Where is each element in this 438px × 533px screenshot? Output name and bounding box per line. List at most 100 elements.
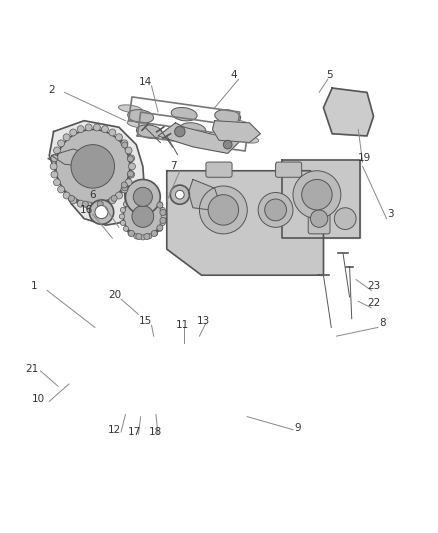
Ellipse shape: [226, 120, 250, 128]
Circle shape: [120, 207, 126, 213]
Circle shape: [151, 230, 157, 237]
Circle shape: [102, 126, 108, 133]
Circle shape: [109, 197, 116, 204]
Circle shape: [85, 202, 92, 209]
Circle shape: [123, 197, 162, 236]
Ellipse shape: [171, 108, 197, 121]
Circle shape: [97, 201, 103, 207]
Polygon shape: [188, 180, 219, 210]
Polygon shape: [49, 120, 145, 225]
Circle shape: [109, 129, 116, 136]
Text: 2: 2: [48, 85, 55, 95]
Circle shape: [102, 200, 108, 207]
Circle shape: [125, 179, 132, 186]
Circle shape: [124, 201, 128, 207]
Circle shape: [134, 194, 139, 199]
FancyBboxPatch shape: [206, 162, 232, 177]
Circle shape: [121, 186, 128, 193]
Circle shape: [93, 202, 100, 209]
Text: 12: 12: [108, 425, 121, 435]
Circle shape: [77, 126, 84, 133]
Polygon shape: [167, 171, 323, 275]
Circle shape: [258, 192, 293, 228]
Ellipse shape: [128, 110, 154, 123]
Circle shape: [223, 140, 232, 149]
Circle shape: [50, 163, 57, 170]
Circle shape: [68, 195, 74, 201]
Text: 5: 5: [327, 70, 333, 80]
Circle shape: [157, 225, 163, 231]
Circle shape: [127, 156, 134, 162]
Circle shape: [157, 201, 162, 207]
Circle shape: [161, 214, 166, 219]
Circle shape: [93, 124, 100, 131]
Ellipse shape: [127, 120, 151, 128]
Text: 23: 23: [367, 281, 380, 291]
Text: 15: 15: [138, 316, 152, 326]
Text: 11: 11: [175, 320, 189, 330]
Circle shape: [89, 200, 114, 224]
Text: 4: 4: [231, 70, 237, 80]
Text: 6: 6: [89, 190, 96, 200]
Circle shape: [160, 220, 165, 225]
Circle shape: [82, 201, 88, 207]
Circle shape: [147, 233, 152, 239]
Text: 19: 19: [358, 152, 371, 163]
Circle shape: [128, 197, 133, 202]
Circle shape: [346, 109, 353, 116]
Text: 20: 20: [108, 290, 121, 300]
Circle shape: [136, 233, 142, 240]
Circle shape: [51, 171, 58, 178]
Ellipse shape: [180, 123, 206, 136]
Polygon shape: [158, 123, 241, 154]
Circle shape: [125, 180, 160, 214]
Circle shape: [140, 193, 145, 198]
Circle shape: [70, 129, 77, 136]
Circle shape: [121, 140, 128, 147]
Circle shape: [127, 155, 134, 161]
Circle shape: [133, 187, 152, 206]
Text: 16: 16: [80, 205, 93, 215]
Circle shape: [140, 235, 145, 240]
Circle shape: [58, 140, 64, 147]
Circle shape: [119, 214, 124, 219]
Circle shape: [58, 186, 64, 193]
Circle shape: [311, 210, 328, 228]
Circle shape: [176, 190, 184, 199]
Circle shape: [160, 217, 166, 223]
Circle shape: [170, 185, 189, 204]
Polygon shape: [51, 149, 93, 166]
Text: 10: 10: [32, 394, 45, 404]
Circle shape: [160, 209, 166, 215]
Circle shape: [208, 195, 239, 225]
Circle shape: [121, 182, 127, 188]
Circle shape: [128, 230, 134, 237]
FancyBboxPatch shape: [308, 199, 330, 234]
Circle shape: [120, 220, 126, 225]
Circle shape: [199, 186, 247, 234]
Circle shape: [85, 124, 92, 131]
Circle shape: [116, 134, 123, 141]
Circle shape: [144, 233, 150, 240]
Circle shape: [152, 231, 158, 236]
Circle shape: [302, 180, 332, 210]
Ellipse shape: [235, 135, 258, 143]
Circle shape: [152, 197, 158, 202]
Circle shape: [70, 197, 77, 204]
Circle shape: [147, 194, 152, 199]
Circle shape: [127, 171, 134, 178]
Text: 7: 7: [170, 161, 177, 172]
Circle shape: [160, 207, 165, 213]
Ellipse shape: [118, 105, 142, 112]
Circle shape: [124, 226, 128, 231]
Circle shape: [63, 192, 70, 199]
Circle shape: [77, 200, 84, 207]
Circle shape: [127, 171, 134, 177]
Ellipse shape: [136, 125, 162, 138]
Text: 22: 22: [367, 298, 380, 309]
Circle shape: [56, 130, 130, 204]
Circle shape: [122, 185, 128, 191]
Circle shape: [71, 144, 115, 188]
Circle shape: [63, 134, 70, 141]
Circle shape: [334, 208, 356, 230]
